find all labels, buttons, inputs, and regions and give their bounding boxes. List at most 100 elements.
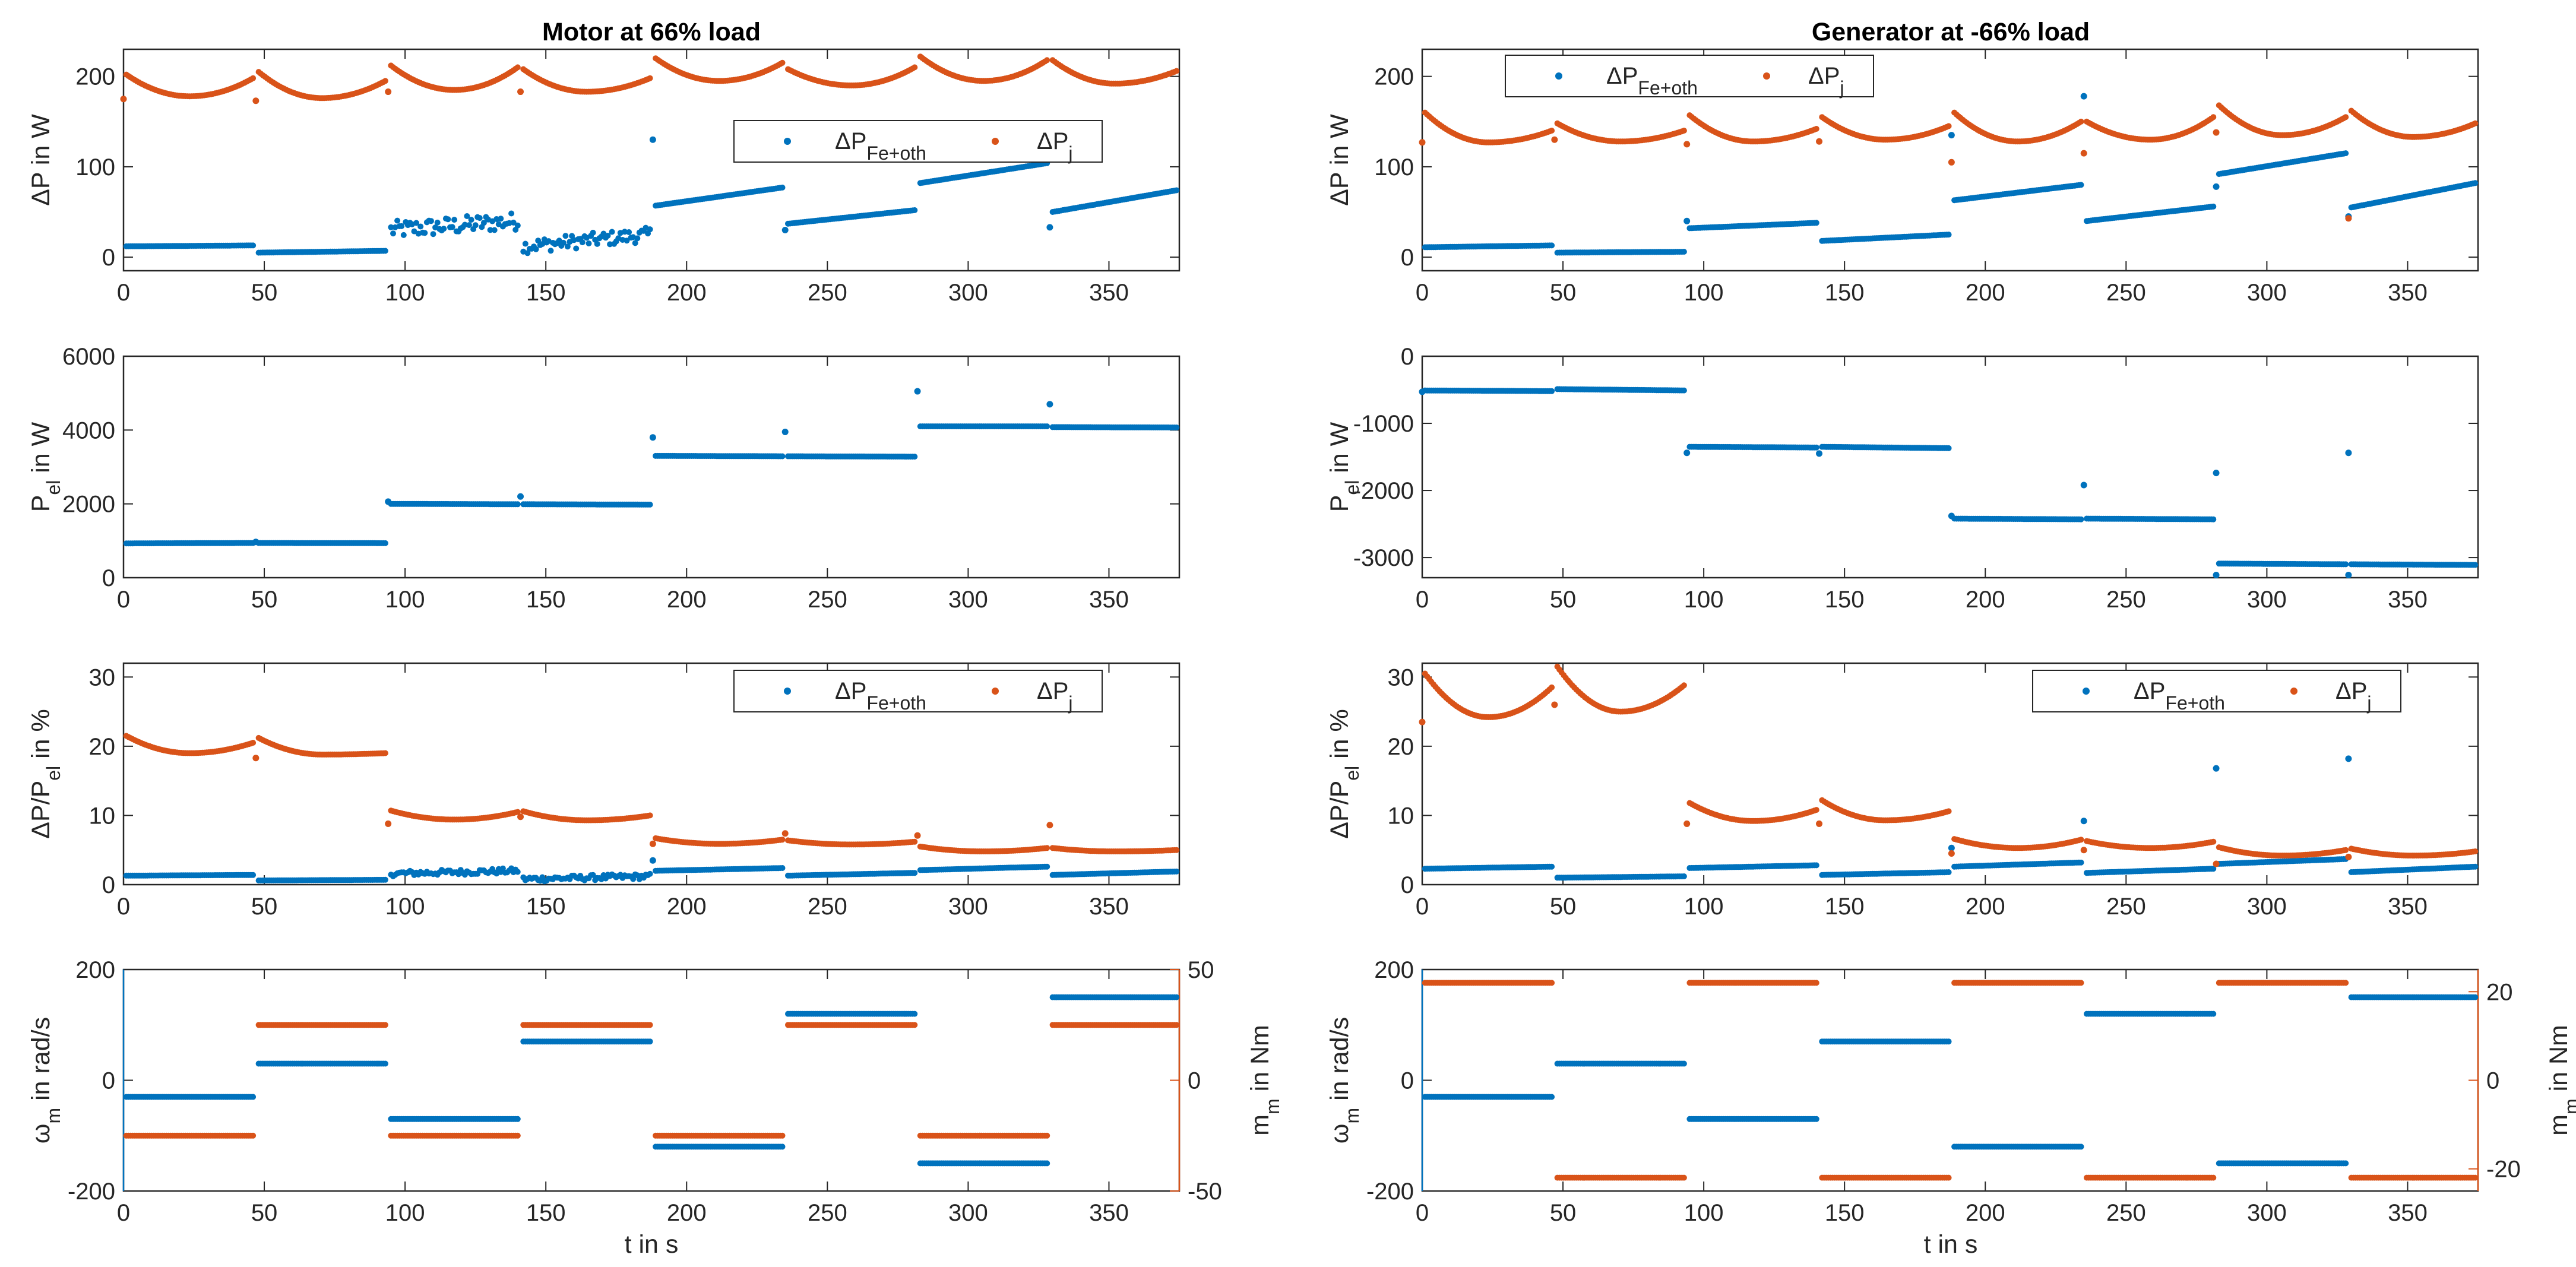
data-point-transient — [781, 428, 789, 435]
x-tick-label: 50 — [251, 280, 278, 306]
y-tick-label: 0 — [1401, 245, 1414, 271]
data-point — [1173, 1022, 1180, 1028]
label-part: j — [1068, 692, 1072, 714]
data-point — [491, 227, 498, 233]
data-point — [2343, 150, 2349, 157]
data-point — [779, 865, 786, 871]
data-point — [912, 838, 918, 845]
y-tick-label: 200 — [1374, 64, 1414, 90]
x-tick-label: 300 — [948, 894, 988, 920]
label-part: ΔP — [1808, 63, 1840, 89]
data-point — [1681, 249, 1687, 255]
data-point-transient — [1948, 132, 1955, 139]
data-point — [2078, 182, 2084, 188]
x-tick-label: 300 — [948, 587, 988, 613]
motor-x-axis-label: t in s — [625, 1230, 679, 1259]
data-point — [480, 220, 487, 226]
legend-box — [733, 120, 1103, 163]
data-point — [1945, 445, 1952, 451]
legend: ΔPFe+oth ΔPj — [1505, 55, 1874, 99]
data-point — [476, 215, 483, 221]
x-tick-label: 200 — [667, 587, 707, 613]
x-tick-label: 200 — [667, 894, 707, 920]
label-part: Fe+oth — [1638, 77, 1698, 99]
data-point — [400, 232, 407, 238]
x-tick-label: 200 — [667, 1200, 707, 1226]
data-point — [594, 240, 600, 247]
y-tick-label: 20 — [89, 734, 116, 760]
data-point — [514, 501, 521, 508]
data-point-transient — [385, 498, 392, 505]
x-tick-label: 50 — [251, 587, 278, 613]
data-point — [912, 207, 918, 213]
data-point-transient — [914, 388, 921, 395]
data-point — [382, 1060, 388, 1067]
y-tick-label: -1000 — [1353, 411, 1414, 437]
data-point — [508, 210, 515, 217]
data-point — [428, 218, 434, 224]
data-point — [250, 1132, 257, 1139]
data-point — [250, 740, 257, 746]
x-tick-label: 0 — [117, 587, 130, 613]
label-part: ΔP in W — [1325, 114, 1354, 206]
data-point — [912, 1022, 918, 1028]
data-point-transient — [649, 136, 656, 143]
data-point — [647, 812, 653, 819]
data-point — [560, 239, 567, 246]
data-point — [548, 248, 554, 254]
data-point — [514, 1132, 521, 1139]
data-point — [514, 869, 521, 875]
data-point-transient — [649, 434, 656, 441]
data-point — [624, 237, 630, 244]
data-point — [912, 64, 918, 71]
plot-area — [122, 968, 1181, 1192]
data-point — [441, 226, 447, 232]
data-point — [382, 248, 388, 254]
data-point — [586, 240, 592, 246]
data-point-transient — [2213, 183, 2220, 190]
x-tick-label: 250 — [808, 587, 847, 613]
data-point — [394, 217, 401, 224]
series-pj — [123, 733, 1180, 854]
data-point — [250, 75, 257, 81]
data-point — [1173, 68, 1180, 74]
label-part: j — [1068, 142, 1072, 164]
legend-marker-j — [992, 138, 999, 145]
data-point-transient — [1046, 822, 1053, 829]
data-point — [626, 229, 632, 235]
data-point — [1173, 994, 1180, 1000]
data-point-transient — [1683, 141, 1691, 148]
y-tick-label: 6000 — [62, 344, 115, 370]
y-tick-label: 0 — [102, 565, 115, 591]
series-pel — [123, 388, 1180, 547]
x-tick-label: 300 — [948, 280, 988, 306]
data-point — [382, 876, 388, 883]
data-point — [382, 540, 388, 546]
data-point-transient — [1948, 159, 1955, 166]
x-tick-label: 200 — [1966, 587, 2005, 613]
data-point — [562, 233, 569, 239]
data-point — [573, 245, 580, 252]
x-tick-label: 250 — [808, 894, 847, 920]
label-part: ΔP — [835, 678, 866, 704]
label-part: in W — [27, 422, 55, 480]
data-point — [250, 1094, 257, 1100]
series-pj — [120, 53, 1180, 104]
x-tick-label: 100 — [1684, 280, 1724, 306]
label-part: P — [27, 495, 55, 512]
data-point — [647, 226, 653, 233]
data-point-transient — [2345, 215, 2352, 222]
data-point — [382, 750, 388, 756]
data-point — [2078, 118, 2084, 125]
data-point-transient — [781, 830, 789, 837]
x-tick-label: 0 — [117, 280, 130, 306]
x-tick-label: 100 — [385, 1200, 425, 1226]
y-tick-label: 100 — [1374, 154, 1414, 180]
data-point — [466, 222, 472, 229]
data-point — [514, 1116, 521, 1122]
data-point — [779, 1144, 786, 1150]
data-point-transient — [517, 813, 524, 821]
data-point — [1044, 1132, 1050, 1139]
